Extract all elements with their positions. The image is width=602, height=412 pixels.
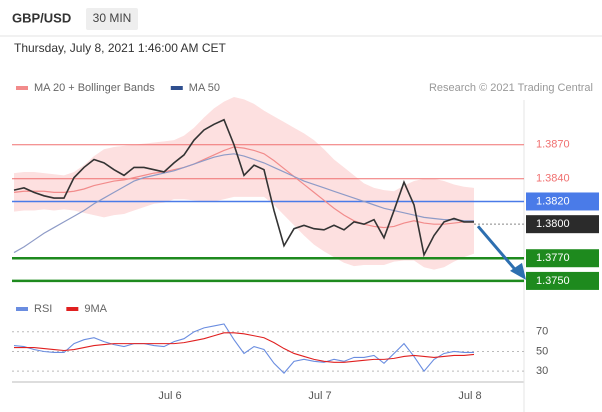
forecast-arrowhead: [510, 262, 526, 280]
rsi-line: [13, 323, 474, 374]
level-label: 1.3750: [536, 275, 570, 287]
y-tick-label: 50: [536, 345, 548, 357]
legend-label: RSI: [34, 303, 52, 315]
ma50-line: [13, 153, 474, 254]
rsi-line: [14, 332, 475, 363]
legend-label: 9MA: [84, 303, 107, 315]
level-box: [526, 192, 599, 211]
legend-swatch: [66, 307, 79, 311]
symbol: GBP/USD: [12, 10, 71, 25]
x-tick-label: Jul 6: [158, 390, 181, 402]
y-tick-label: 30: [536, 365, 548, 377]
x-tick-label: Jul 8: [458, 390, 481, 402]
last-price-box: [526, 215, 599, 234]
forecast-arrow: [476, 225, 520, 274]
bollinger-band: [14, 97, 474, 270]
level-label: 1.3870: [536, 139, 570, 151]
last-price-label: 1.3800: [536, 218, 570, 230]
y-tick-label: 70: [536, 326, 548, 338]
level-box: [526, 271, 599, 290]
legend-swatch: [170, 86, 183, 90]
x-tick-label: Jul 7: [308, 390, 331, 402]
interval-badge: [86, 8, 138, 30]
legend-label: MA 20 + Bollinger Bands: [34, 82, 155, 94]
level-label: 1.3840: [536, 173, 570, 185]
legend-swatch: [16, 307, 28, 311]
level-label: 1.3770: [536, 252, 570, 264]
legend-label: MA 50: [189, 82, 220, 94]
credit: Research © 2021 Trading Central: [429, 82, 593, 94]
interval: 30 MIN: [93, 11, 132, 25]
legend-swatch: [16, 86, 28, 90]
ma20-line: [13, 146, 475, 229]
level-label: 1.3820: [536, 195, 570, 207]
level-box: [526, 249, 599, 268]
price-line: [13, 118, 474, 258]
timestamp: Thursday, July 8, 2021 1:46:00 AM CET: [14, 41, 227, 55]
